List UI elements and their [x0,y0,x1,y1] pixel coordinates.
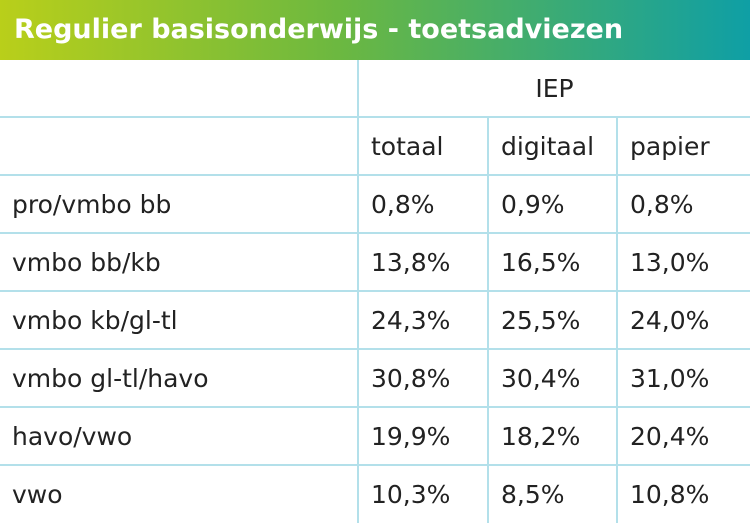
cell: 24,0% [615,290,750,350]
title: Regulier basisonderwijs - toetsadviezen [0,0,750,60]
data-row: vmbo gl-tl/havo 30,8% 30,4% 31,0% [0,348,750,408]
cell: 30,4% [487,348,618,408]
data-row: vmbo kb/gl-tl 24,3% 25,5% 24,0% [0,290,750,350]
cell: 19,9% [357,406,489,466]
cell: 0,8% [357,174,489,234]
cell: 0,9% [487,174,618,234]
row-label: pro/vmbo bb [0,174,359,234]
cell: 8,5% [487,464,618,523]
column-header: totaal [357,116,489,176]
header-row: totaal digitaal papier [0,116,750,176]
row-label: havo/vwo [0,406,359,466]
empty-cell [0,60,359,118]
row-label: vmbo kb/gl-tl [0,290,359,350]
cell: 31,0% [615,348,750,408]
row-label: vmbo gl-tl/havo [0,348,359,408]
group-header: IEP [356,60,750,118]
row-label: vwo [0,464,359,523]
cell: 24,3% [357,290,489,350]
cell: 13,0% [615,232,750,292]
cell: 30,8% [357,348,489,408]
header-row: IEP [0,60,750,118]
table-body: IEP totaal digitaal papier pro/vmbo bb 0,8% 0,… [0,60,750,523]
cell: 20,4% [615,406,750,466]
cell: 10,8% [615,464,750,523]
table: IEP totaal digitaal papier pro/vmbo bb 0,8% 0,… [0,60,750,523]
cell: 13,8% [357,232,489,292]
cell: 10,3% [357,464,489,523]
cell: 25,5% [487,290,618,350]
cell: 16,5% [487,232,618,292]
data-row: vwo 10,3% 8,5% 10,8% [0,464,750,523]
cell: 0,8% [615,174,750,234]
empty-cell [0,116,359,176]
column-header: papier [615,116,750,176]
row-label: vmbo bb/kb [0,232,359,292]
data-row: havo/vwo 19,9% 18,2% 20,4% [0,406,750,466]
data-row: pro/vmbo bb 0,8% 0,9% 0,8% [0,174,750,234]
column-header: digitaal [487,116,618,176]
cell: 18,2% [487,406,618,466]
data-row: vmbo bb/kb 13,8% 16,5% 13,0% [0,232,750,292]
